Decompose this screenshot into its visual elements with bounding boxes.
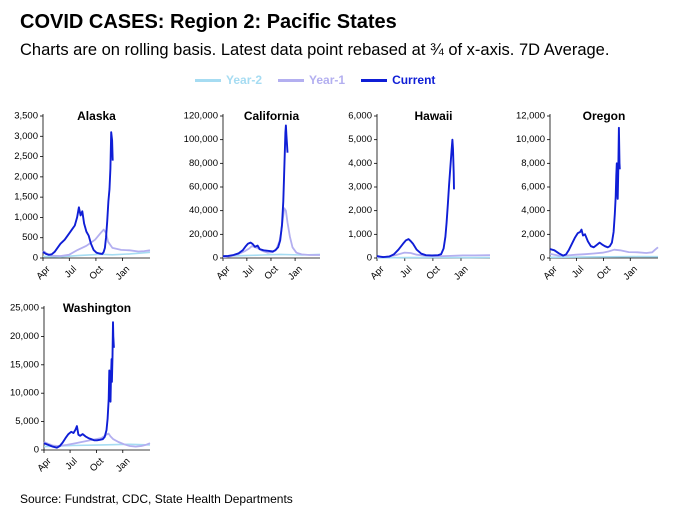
x-tick-label: Jan	[621, 264, 640, 283]
chart-legend: Year-2 Year-1 Current	[195, 72, 451, 88]
y-tick-label: 2,000	[521, 229, 545, 240]
y-tick-label: 2,000	[348, 205, 372, 216]
series-line-current	[43, 321, 115, 449]
chart-title-oregon: Oregon	[583, 109, 626, 123]
chart-title-washington: Washington	[63, 301, 131, 315]
x-tick-label: Apr	[368, 264, 386, 282]
page-title: COVID CASES: Region 2: Pacific States	[20, 11, 397, 33]
y-tick-label: 8,000	[521, 158, 545, 169]
x-tick-label: Oct	[262, 264, 280, 282]
x-tick-label: Oct	[424, 264, 442, 282]
y-tick-label: 3,000	[14, 131, 38, 142]
y-tick-label: 500	[22, 232, 38, 243]
y-tick-label: 40,000	[189, 205, 218, 216]
page-subtitle: Charts are on rolling basis. Latest data…	[20, 41, 610, 59]
y-tick-label: 20,000	[189, 229, 218, 240]
x-tick-label: Apr	[214, 264, 232, 282]
source-note: Source: Fundstrat, CDC, State Health Dep…	[20, 492, 293, 506]
series-line-year-1	[376, 251, 491, 258]
x-tick-label: Jul	[63, 264, 79, 280]
x-tick-label: Jan	[452, 264, 471, 283]
y-tick-label: 5,000	[15, 416, 39, 427]
x-tick-label: Jan	[114, 456, 133, 475]
y-tick-label: 4,000	[348, 158, 372, 169]
y-tick-label: 10,000	[10, 388, 39, 399]
chart-title-california: California	[244, 109, 300, 123]
series-line-year-2	[549, 255, 659, 259]
y-tick-label: 6,000	[348, 111, 372, 122]
y-tick-label: 10,000	[516, 134, 545, 145]
y-tick-label: 15,000	[10, 359, 39, 370]
chart-alaska: Alaska 0 500 1,000 1,500 2,000 2,500 3,000 3,500…	[14, 109, 151, 283]
series-line-year-1	[549, 246, 659, 257]
y-tick-label: 1,000	[348, 229, 372, 240]
series-line-current	[222, 124, 289, 258]
y-tick-label: 3,000	[348, 182, 372, 193]
legend-swatch-current	[361, 78, 388, 82]
series-line-year-1	[42, 228, 151, 257]
y-tick-label: 2,000	[14, 171, 38, 182]
y-tick-label: 120,000	[184, 111, 218, 122]
y-tick-label: 3,500	[14, 111, 38, 122]
legend-item-year2: Year-2	[195, 73, 262, 87]
series-line-current	[549, 126, 621, 257]
legend-swatch-year1	[278, 78, 305, 82]
series-line-current	[376, 138, 455, 259]
x-tick-label: Jan	[286, 264, 305, 283]
y-tick-label: 0	[34, 445, 39, 456]
series-line-year-1	[222, 207, 320, 259]
y-tick-label: 25,000	[10, 303, 39, 314]
y-tick-label: 5,000	[348, 134, 372, 145]
chart-oregon: Oregon 0 2,000 4,000 6,000 8,000 10,000 12,000 A…	[516, 109, 659, 283]
x-tick-label: Jul	[398, 264, 414, 280]
x-tick-label: Apr	[541, 264, 559, 282]
x-tick-label: Oct	[595, 264, 613, 282]
x-tick-label: Oct	[87, 264, 105, 282]
y-tick-label: 60,000	[189, 182, 218, 193]
y-tick-label: 2,500	[14, 151, 38, 162]
chart-hawaii: Hawaii 0 1,000 2,000 3,000 4,000 5,000 6,000 Apr…	[348, 109, 491, 283]
legend-label-year1: Year-1	[309, 73, 346, 87]
y-tick-label: 0	[540, 253, 545, 264]
legend-swatch-year2	[195, 78, 221, 82]
y-tick-label: 20,000	[10, 331, 39, 342]
legend-item-year1: Year-1	[278, 73, 345, 87]
x-tick-label: Apr	[35, 456, 53, 474]
x-tick-label: Apr	[34, 264, 52, 282]
legend-item-current: Current	[361, 73, 435, 87]
x-tick-label: Jul	[63, 456, 79, 472]
y-tick-label: 100,000	[184, 134, 218, 145]
legend-label-year2: Year-2	[226, 73, 263, 87]
chart-california: California 0 20,000 40,000 60,000 80,000 100,0…	[184, 109, 321, 283]
series-line-current	[42, 131, 114, 256]
chart-washington: Washington 0 5,000 10,000 15,000 20,000 25,000…	[10, 301, 151, 475]
y-tick-label: 0	[367, 253, 372, 264]
y-tick-label: 0	[213, 253, 218, 264]
y-tick-label: 1,500	[14, 192, 38, 203]
chart-title-alaska: Alaska	[77, 109, 116, 123]
y-tick-label: 4,000	[521, 205, 545, 216]
chart-title-hawaii: Hawaii	[414, 109, 452, 123]
legend-label-current: Current	[392, 73, 436, 87]
x-tick-label: Jul	[570, 264, 586, 280]
x-tick-label: Oct	[88, 456, 106, 474]
y-tick-label: 1,000	[14, 212, 38, 223]
y-tick-label: 0	[33, 253, 38, 264]
y-tick-label: 6,000	[521, 182, 545, 193]
y-tick-label: 80,000	[189, 158, 218, 169]
x-tick-label: Jul	[240, 264, 256, 280]
x-tick-label: Jan	[114, 264, 133, 283]
y-tick-label: 12,000	[516, 111, 545, 122]
